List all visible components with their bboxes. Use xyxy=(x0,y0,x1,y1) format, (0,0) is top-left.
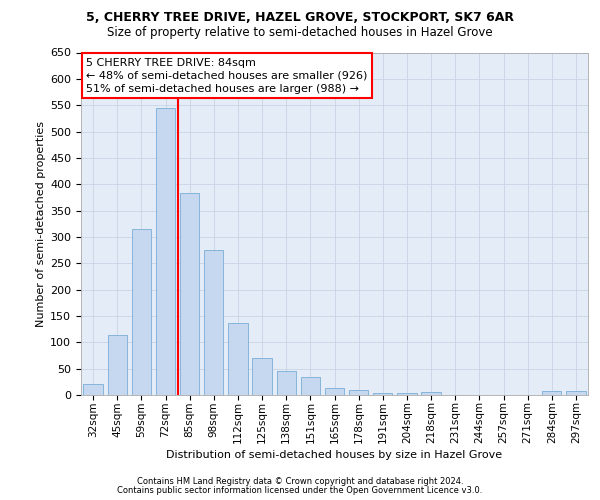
Text: 5 CHERRY TREE DRIVE: 84sqm
← 48% of semi-detached houses are smaller (926)
51% o: 5 CHERRY TREE DRIVE: 84sqm ← 48% of semi… xyxy=(86,58,367,94)
Bar xyxy=(107,336,127,395)
Bar xyxy=(204,250,223,395)
Bar xyxy=(228,324,248,395)
Bar xyxy=(277,371,296,395)
Text: Contains public sector information licensed under the Open Government Licence v3: Contains public sector information licen… xyxy=(118,486,482,495)
Bar xyxy=(301,376,320,395)
Text: 5, CHERRY TREE DRIVE, HAZEL GROVE, STOCKPORT, SK7 6AR: 5, CHERRY TREE DRIVE, HAZEL GROVE, STOCK… xyxy=(86,11,514,24)
Y-axis label: Number of semi-detached properties: Number of semi-detached properties xyxy=(36,120,46,327)
Bar xyxy=(566,392,586,395)
Bar xyxy=(253,358,272,395)
Bar xyxy=(373,393,392,395)
Bar xyxy=(180,193,199,395)
Bar xyxy=(325,388,344,395)
Bar xyxy=(83,384,103,395)
Bar xyxy=(349,390,368,395)
Bar xyxy=(421,392,441,395)
Bar xyxy=(156,108,175,395)
Text: Contains HM Land Registry data © Crown copyright and database right 2024.: Contains HM Land Registry data © Crown c… xyxy=(137,477,463,486)
Bar xyxy=(132,229,151,395)
Text: Size of property relative to semi-detached houses in Hazel Grove: Size of property relative to semi-detach… xyxy=(107,26,493,39)
Bar xyxy=(397,394,416,395)
Bar xyxy=(542,392,562,395)
X-axis label: Distribution of semi-detached houses by size in Hazel Grove: Distribution of semi-detached houses by … xyxy=(166,450,503,460)
